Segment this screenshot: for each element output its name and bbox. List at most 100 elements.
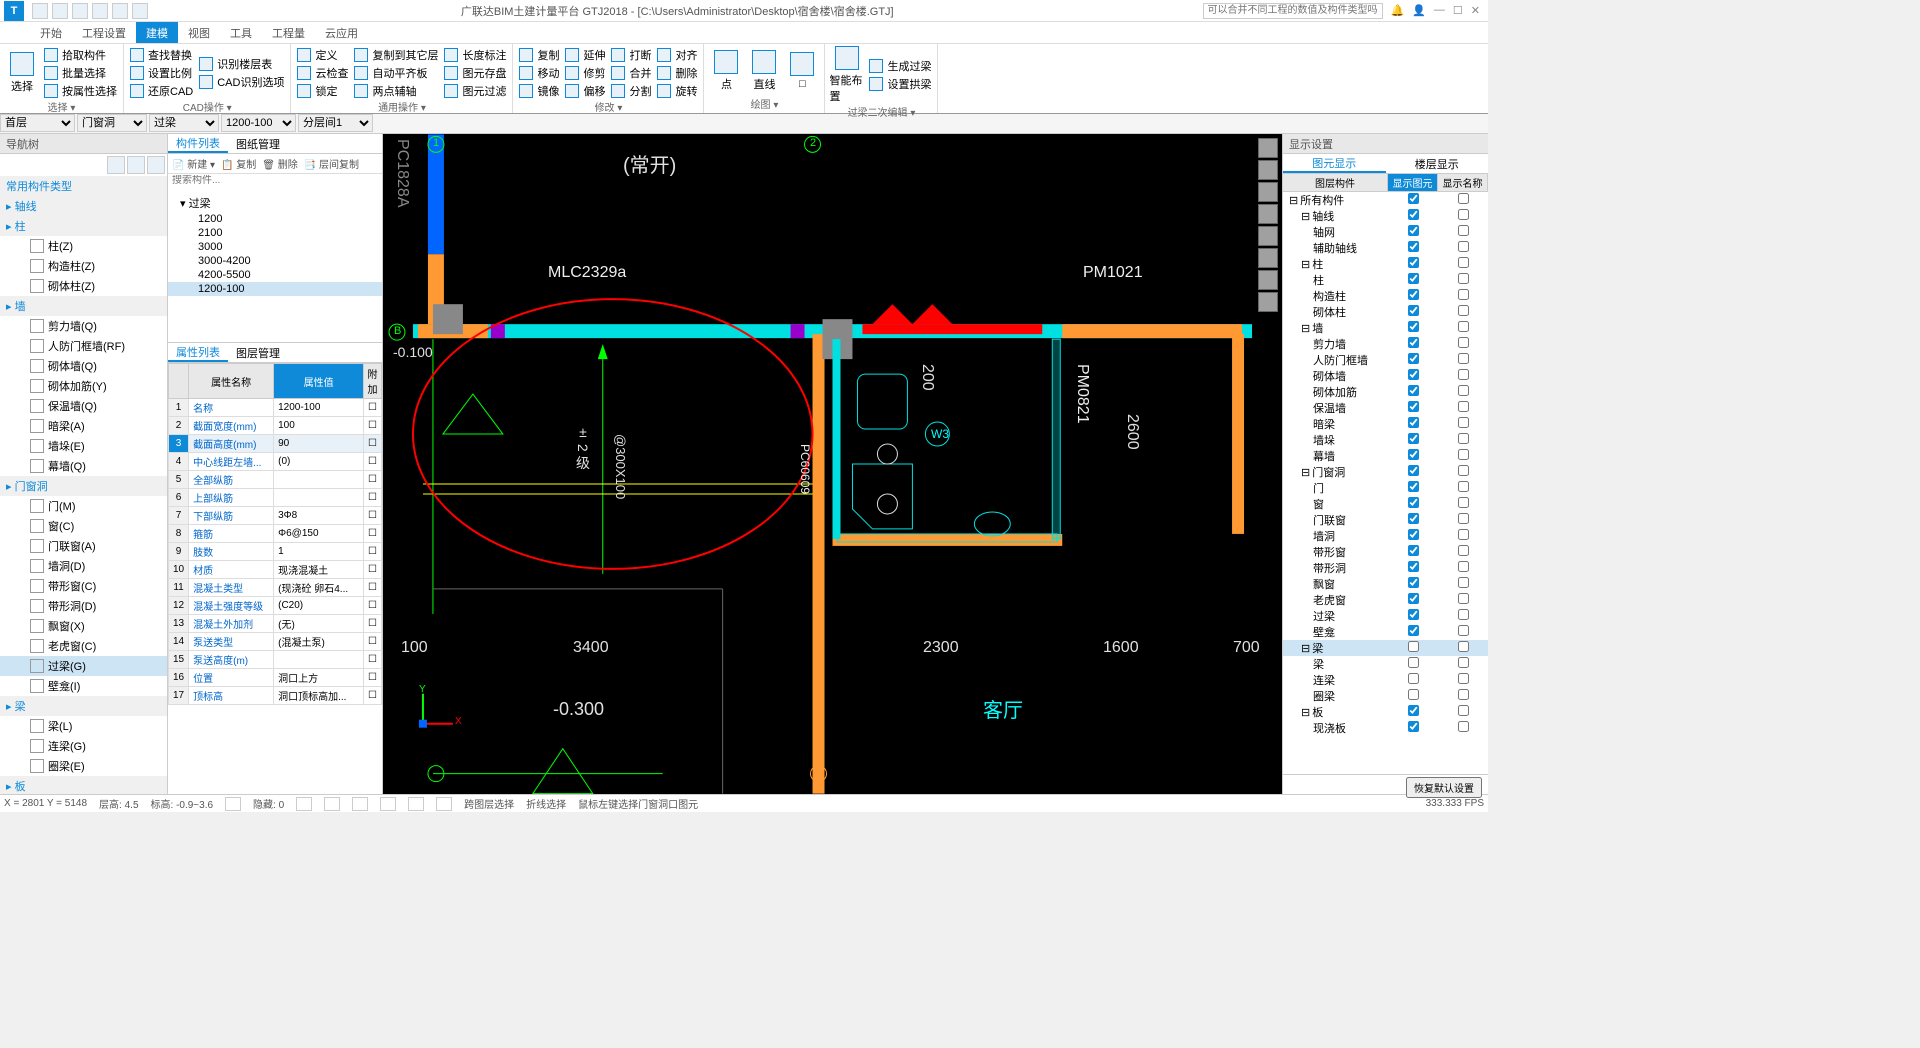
show-name-checkbox[interactable] — [1458, 401, 1469, 412]
show-element-checkbox[interactable] — [1408, 369, 1419, 380]
prop-row[interactable]: 10材质现浇混凝土☐ — [169, 561, 382, 579]
ribbon-small-btn[interactable]: 查找替换 — [128, 46, 195, 63]
show-element-checkbox[interactable] — [1408, 209, 1419, 220]
help-search[interactable] — [1203, 3, 1383, 19]
display-row[interactable]: 门 — [1283, 480, 1488, 496]
status-btn[interactable] — [225, 797, 241, 811]
canvas-tool[interactable] — [1258, 138, 1278, 158]
nav-item[interactable]: 砌体加筋(Y) — [0, 376, 167, 396]
comp-tree-item[interactable]: 3000 — [168, 240, 382, 254]
canvas-tool[interactable] — [1258, 182, 1278, 202]
display-row[interactable]: ⊟ 所有构件 — [1283, 192, 1488, 208]
tab-element-display[interactable]: 图元显示 — [1283, 154, 1386, 173]
status-btn[interactable] — [408, 797, 424, 811]
ribbon-small-btn[interactable]: 拾取构件 — [42, 46, 119, 63]
comp-tree-item[interactable]: 1200-100 — [168, 282, 382, 296]
display-row[interactable]: 墙洞 — [1283, 528, 1488, 544]
prop-row[interactable]: 14泵送类型(混凝土泵)☐ — [169, 633, 382, 651]
ribbon-small-btn[interactable]: 图元存盘 — [442, 64, 508, 81]
show-name-checkbox[interactable] — [1458, 321, 1469, 332]
show-name-checkbox[interactable] — [1458, 625, 1469, 636]
comp-tree-item[interactable]: 2100 — [168, 226, 382, 240]
nav-item[interactable]: 梁(L) — [0, 716, 167, 736]
show-element-checkbox[interactable] — [1408, 433, 1419, 444]
reset-display-btn[interactable]: 恢复默认设置 — [1406, 777, 1482, 798]
prop-row[interactable]: 7下部纵筋3Φ8☐ — [169, 507, 382, 525]
show-element-checkbox[interactable] — [1408, 417, 1419, 428]
comp-tree-item[interactable]: 4200-5500 — [168, 268, 382, 282]
display-row[interactable]: 现浇板 — [1283, 720, 1488, 736]
display-row[interactable]: 墙垛 — [1283, 432, 1488, 448]
show-element-checkbox[interactable] — [1408, 577, 1419, 588]
qat-btn[interactable] — [32, 3, 48, 19]
category-select[interactable]: 门窗洞 — [77, 114, 147, 132]
ribbon-small-btn[interactable]: 修剪 — [563, 64, 607, 81]
maximize-icon[interactable]: ☐ — [1453, 4, 1463, 17]
show-element-checkbox[interactable] — [1408, 225, 1419, 236]
display-row[interactable]: 门联窗 — [1283, 512, 1488, 528]
display-row[interactable]: 轴网 — [1283, 224, 1488, 240]
show-name-checkbox[interactable] — [1458, 305, 1469, 316]
nav-item[interactable]: 飘窗(X) — [0, 616, 167, 636]
display-row[interactable]: 梁 — [1283, 656, 1488, 672]
ribbon-small-btn[interactable]: 批量选择 — [42, 64, 119, 81]
nav-item[interactable]: 过梁(G) — [0, 656, 167, 676]
status-cross[interactable]: 跨图层选择 — [464, 796, 514, 811]
ribbon-big-btn[interactable]: 智能布置 — [829, 46, 865, 104]
prop-row[interactable]: 8箍筋Φ6@150☐ — [169, 525, 382, 543]
show-element-checkbox[interactable] — [1408, 401, 1419, 412]
nav-item[interactable]: 暗梁(A) — [0, 416, 167, 436]
prop-row[interactable]: 17顶标高洞口顶标高加...☐ — [169, 687, 382, 705]
display-row[interactable]: 人防门框墙 — [1283, 352, 1488, 368]
ribbon-small-btn[interactable]: 打断 — [609, 46, 653, 63]
nav-item[interactable]: 连梁(G) — [0, 736, 167, 756]
minimize-icon[interactable]: — — [1434, 4, 1445, 17]
qat-btn[interactable] — [132, 3, 148, 19]
show-element-checkbox[interactable] — [1408, 593, 1419, 604]
ribbon-small-btn[interactable]: 对齐 — [655, 46, 699, 63]
show-name-checkbox[interactable] — [1458, 449, 1469, 460]
ribbon-big-btn[interactable]: 直线 — [746, 46, 782, 96]
ribbon-small-btn[interactable]: 自动平齐板 — [352, 64, 440, 81]
qat-btn[interactable] — [92, 3, 108, 19]
user-icon[interactable]: 👤 — [1412, 4, 1426, 17]
show-element-checkbox[interactable] — [1408, 305, 1419, 316]
display-row[interactable]: 保温墙 — [1283, 400, 1488, 416]
nav-item[interactable]: 砌体柱(Z) — [0, 276, 167, 296]
show-name-checkbox[interactable] — [1458, 209, 1469, 220]
ribbon-small-btn[interactable]: 生成过梁 — [867, 58, 933, 75]
qat-btn[interactable] — [112, 3, 128, 19]
tab-component-list[interactable]: 构件列表 — [168, 134, 228, 153]
menu-tab[interactable]: 视图 — [178, 22, 220, 43]
close-icon[interactable]: ✕ — [1471, 4, 1480, 17]
show-name-checkbox[interactable] — [1458, 657, 1469, 668]
nav-item[interactable]: 老虎窗(C) — [0, 636, 167, 656]
ribbon-big-btn[interactable]: 点 — [708, 46, 744, 96]
ribbon-small-btn[interactable]: 镜像 — [517, 82, 561, 99]
display-row[interactable]: 构造柱 — [1283, 288, 1488, 304]
nav-item[interactable]: 幕墙(Q) — [0, 456, 167, 476]
nav-item[interactable]: 柱(Z) — [0, 236, 167, 256]
nav-item[interactable]: 门联窗(A) — [0, 536, 167, 556]
prop-row[interactable]: 6上部纵筋☐ — [169, 489, 382, 507]
display-row[interactable]: 窗 — [1283, 496, 1488, 512]
qat-btn[interactable] — [52, 3, 68, 19]
tab-layer-manage[interactable]: 图层管理 — [228, 343, 288, 362]
nav-item[interactable]: 剪力墙(Q) — [0, 316, 167, 336]
display-row[interactable]: 连梁 — [1283, 672, 1488, 688]
show-element-checkbox[interactable] — [1408, 513, 1419, 524]
prop-row[interactable]: 5全部纵筋☐ — [169, 471, 382, 489]
display-row[interactable]: 老虎窗 — [1283, 592, 1488, 608]
nav-item[interactable]: 保温墙(Q) — [0, 396, 167, 416]
layer-select[interactable]: 分层间1 — [298, 114, 373, 132]
show-name-checkbox[interactable] — [1458, 225, 1469, 236]
prop-row[interactable]: 11混凝土类型(现浇砼 卵石4...☐ — [169, 579, 382, 597]
ribbon-small-btn[interactable]: 设置拱梁 — [867, 76, 933, 93]
show-element-checkbox[interactable] — [1408, 289, 1419, 300]
show-element-checkbox[interactable] — [1408, 561, 1419, 572]
menu-tab[interactable]: 云应用 — [315, 22, 368, 43]
prop-row[interactable]: 15泵送高度(m)☐ — [169, 651, 382, 669]
nav-section[interactable]: ▸ 墙 — [0, 296, 167, 316]
show-element-checkbox[interactable] — [1408, 241, 1419, 252]
ribbon-small-btn[interactable]: 识别楼层表 — [197, 55, 286, 72]
